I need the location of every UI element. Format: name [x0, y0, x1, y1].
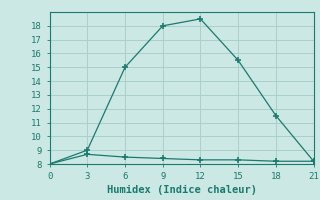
X-axis label: Humidex (Indice chaleur): Humidex (Indice chaleur)	[107, 185, 257, 195]
